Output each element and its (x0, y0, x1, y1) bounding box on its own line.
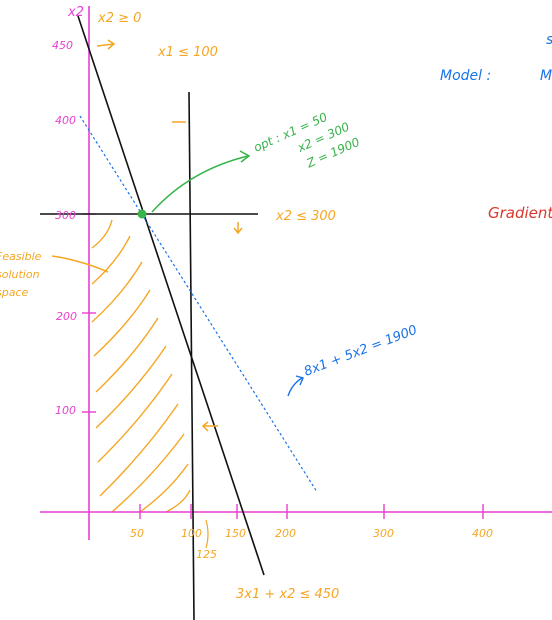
optimal-arrow (151, 150, 251, 213)
feasible-label-line2: solution (0, 268, 40, 281)
objective-label-arrow (287, 375, 304, 397)
optimal-annotation: opt : x1 = 50 x2 = 300 Z = 1900 (252, 110, 363, 171)
feasible-label-line3: space (0, 286, 29, 299)
y-tick-label-300: 300 (55, 209, 76, 222)
constraint-label-x2-300: x2 ≤ 300 (275, 209, 336, 224)
hatch-stroke (91, 235, 131, 285)
x-tick-label-125: 125 (196, 548, 217, 561)
hatch-stroke (93, 289, 151, 357)
hatch-stroke (139, 463, 189, 513)
hatch-stroke (91, 219, 113, 249)
model-suffix: M (540, 68, 552, 84)
hatch-stroke (99, 403, 179, 497)
x-tick-label-300: 300 (373, 527, 394, 540)
y-tick-label-200: 200 (56, 310, 77, 323)
objective-line-label: 8x1 + 5x2 = 1900 (302, 323, 419, 380)
x-tick-label-400: 400 (472, 527, 493, 540)
feasible-label-line1: Feasible (0, 250, 42, 263)
constraint-label-x2-nonneg: x2 ≥ 0 (97, 11, 141, 26)
y-tick-label-100: 100 (55, 404, 76, 417)
direction-arrow-combined (201, 421, 218, 432)
constraint-label-x1-100: x1 ≤ 100 (157, 45, 218, 60)
x-tick-label-150: 150 (225, 527, 246, 540)
hatch-stroke (95, 317, 159, 393)
y-tick-label-450: 450 (52, 39, 73, 52)
y-tick-label-400: 400 (55, 114, 76, 127)
y-axis-label: x2 (67, 5, 84, 20)
hatch-stroke (91, 261, 143, 323)
x-tick-label-50: 50 (130, 527, 144, 540)
hatch-stroke (165, 489, 191, 513)
direction-arrow-x2-300 (233, 222, 243, 235)
constraint-line-3x1-x2-450 (77, 15, 265, 576)
hatch-stroke (97, 373, 173, 463)
side-note-s: s (546, 32, 552, 48)
optimal-point (137, 209, 147, 219)
hatch-stroke (95, 345, 167, 429)
constraint-label-combined: 3x1 + x2 ≤ 450 (236, 587, 339, 602)
objective-line (79, 115, 318, 493)
feasible-region-hatch (91, 219, 191, 513)
gradient-label: Gradient (488, 204, 552, 222)
model-label: Model : (440, 68, 491, 84)
x-tick-label-200: 200 (275, 527, 296, 540)
feasible-label-arrow (51, 255, 109, 273)
direction-arrow-x2-nonneg (96, 39, 116, 50)
x-tick-label-100: 100 (181, 527, 202, 540)
hatch-stroke (111, 433, 185, 513)
x-tick-leader-125 (205, 519, 209, 549)
